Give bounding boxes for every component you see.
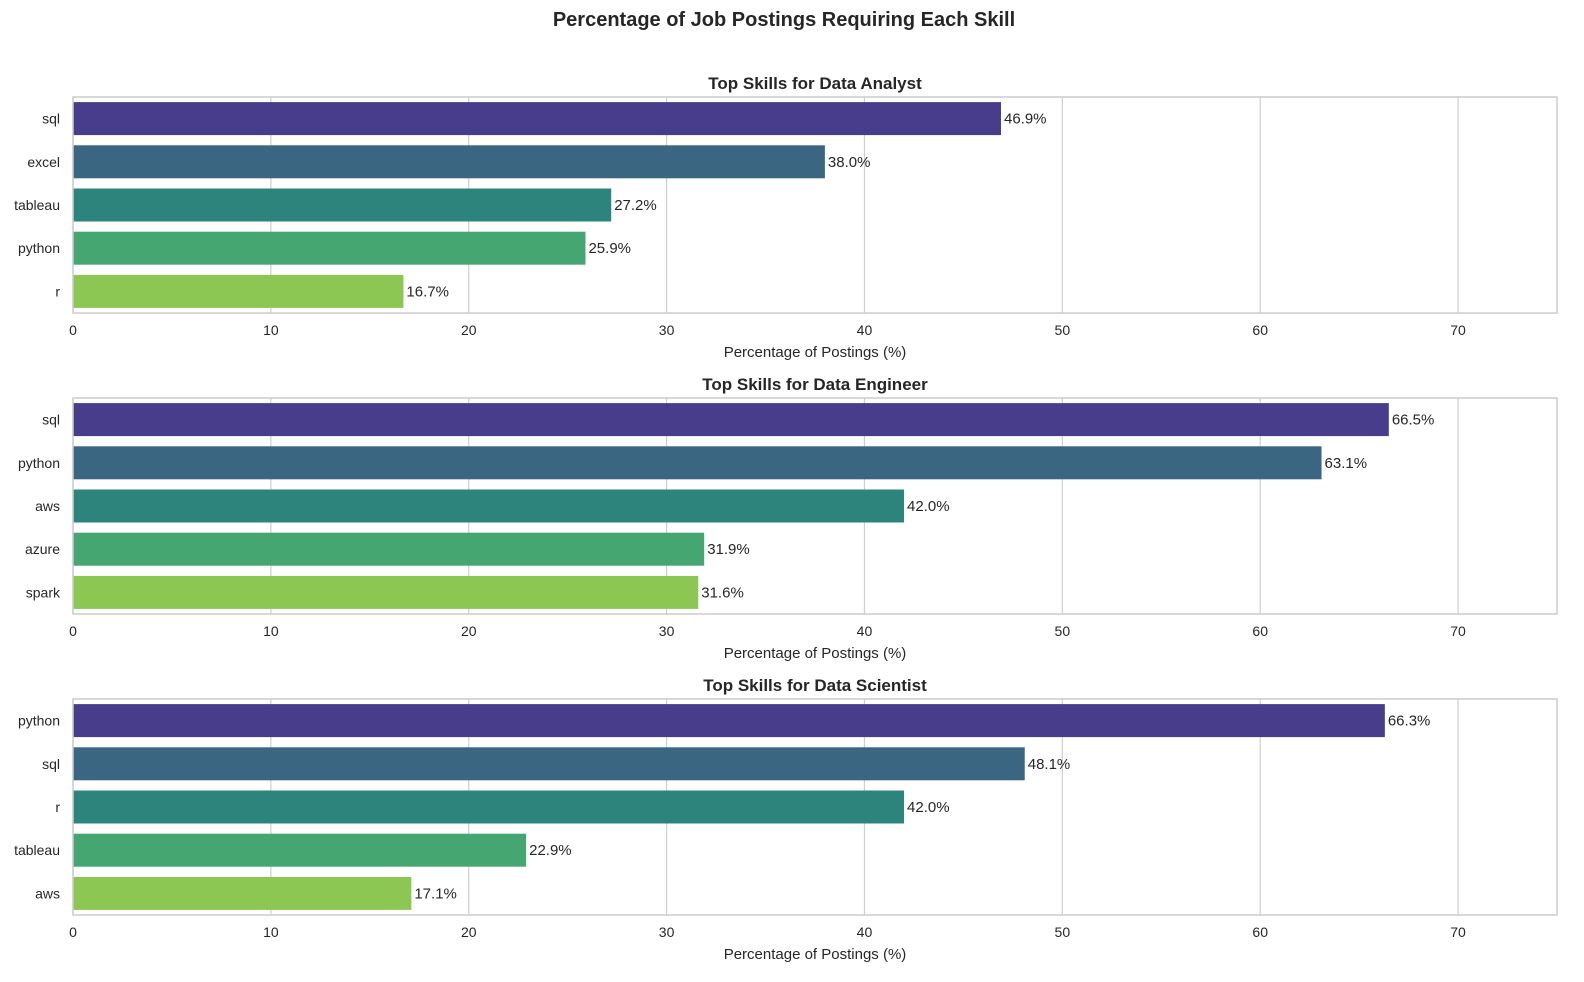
panel-title: Top Skills for Data Analyst: [708, 74, 922, 93]
data-label: 25.9%: [588, 240, 631, 257]
y-tick-label: r: [55, 283, 60, 299]
panel-title: Top Skills for Data Scientist: [703, 676, 927, 695]
data-label: 66.5%: [1392, 412, 1435, 429]
y-tick-label: python: [18, 713, 60, 729]
x-tick-label: 0: [69, 924, 77, 940]
x-tick-label: 40: [857, 322, 873, 338]
x-tick-label: 60: [1252, 623, 1268, 639]
bar-python: [73, 231, 586, 265]
y-tick-label: aws: [35, 498, 60, 514]
data-label: 31.9%: [707, 541, 750, 558]
data-label: 46.9%: [1004, 111, 1047, 128]
x-tick-label: 30: [659, 924, 675, 940]
data-label: 27.2%: [614, 197, 657, 214]
panel-2: Top Skills for Data Engineer 0 10 20 30 40 50 6…: [18, 375, 1558, 662]
y-tick-label: tableau: [14, 197, 60, 213]
data-label: 66.3%: [1388, 713, 1431, 730]
panel-3: Top Skills for Data Scientist 0 10 20 30 40 50…: [14, 676, 1558, 963]
x-tick-label: 70: [1450, 322, 1466, 338]
data-label: 31.6%: [701, 584, 744, 601]
data-label: 22.9%: [529, 842, 572, 859]
y-tick-label: python: [18, 455, 60, 471]
y-tick-label: python: [18, 240, 60, 256]
x-tick-label: 10: [263, 623, 279, 639]
bar-excel: [73, 145, 825, 179]
data-label: 16.7%: [406, 283, 449, 300]
data-label: 48.1%: [1028, 756, 1071, 773]
bar-python: [73, 704, 1385, 738]
x-tick-label: 40: [857, 623, 873, 639]
y-tick-label: sql: [42, 756, 60, 772]
x-tick-label: 40: [857, 924, 873, 940]
y-tick-label: r: [55, 799, 60, 815]
data-label: 42.0%: [907, 799, 950, 816]
bar-aws: [73, 489, 905, 523]
x-tick-label: 20: [461, 924, 477, 940]
bar-r: [73, 790, 905, 824]
y-tick-label: tableau: [14, 842, 60, 858]
bar-r: [73, 274, 404, 308]
x-tick-label: 10: [263, 322, 279, 338]
y-tick-label: excel: [27, 154, 60, 170]
x-tick-label: 70: [1450, 924, 1466, 940]
x-tick-label: 0: [69, 322, 77, 338]
y-tick-label: spark: [26, 584, 61, 600]
bar-sql: [73, 102, 1001, 136]
data-label: 42.0%: [907, 498, 950, 515]
y-tick-label: sql: [42, 111, 60, 127]
panel-title: Top Skills for Data Engineer: [702, 375, 928, 394]
chart-title: Percentage of Job Postings Requiring Eac…: [553, 9, 1015, 31]
axes-frame: [72, 397, 1558, 615]
x-tick-label: 20: [461, 623, 477, 639]
x-tick-label: 0: [69, 623, 77, 639]
x-tick-label: 70: [1450, 623, 1466, 639]
data-label: 17.1%: [414, 885, 457, 902]
bar-aws: [73, 876, 412, 910]
x-tick-label: 10: [263, 924, 279, 940]
x-axis-label: Percentage of Postings (%): [724, 645, 907, 662]
data-label: 63.1%: [1325, 455, 1368, 472]
bar-sql: [73, 747, 1025, 781]
x-axis-label: Percentage of Postings (%): [724, 344, 907, 361]
bar-spark: [73, 575, 699, 609]
x-tick-label: 20: [461, 322, 477, 338]
x-tick-label: 50: [1055, 623, 1071, 639]
bar-sql: [73, 403, 1389, 437]
axes-frame: [72, 698, 1558, 916]
x-tick-label: 50: [1055, 924, 1071, 940]
bar-tableau: [73, 833, 527, 867]
x-tick-label: 60: [1252, 322, 1268, 338]
data-label: 38.0%: [828, 154, 871, 171]
bar-tableau: [73, 188, 612, 222]
bar-azure: [73, 532, 705, 566]
bar-python: [73, 446, 1322, 480]
axes-frame: [72, 96, 1558, 314]
y-tick-label: sql: [42, 412, 60, 428]
x-tick-label: 30: [659, 623, 675, 639]
y-tick-label: azure: [25, 541, 60, 557]
x-axis-label: Percentage of Postings (%): [724, 946, 907, 963]
x-tick-label: 60: [1252, 924, 1268, 940]
x-tick-label: 30: [659, 322, 675, 338]
y-tick-label: aws: [35, 885, 60, 901]
x-tick-label: 50: [1055, 322, 1071, 338]
panel-1: Top Skills for Data Analyst 0 10 20 30 40 50 60…: [14, 74, 1558, 361]
